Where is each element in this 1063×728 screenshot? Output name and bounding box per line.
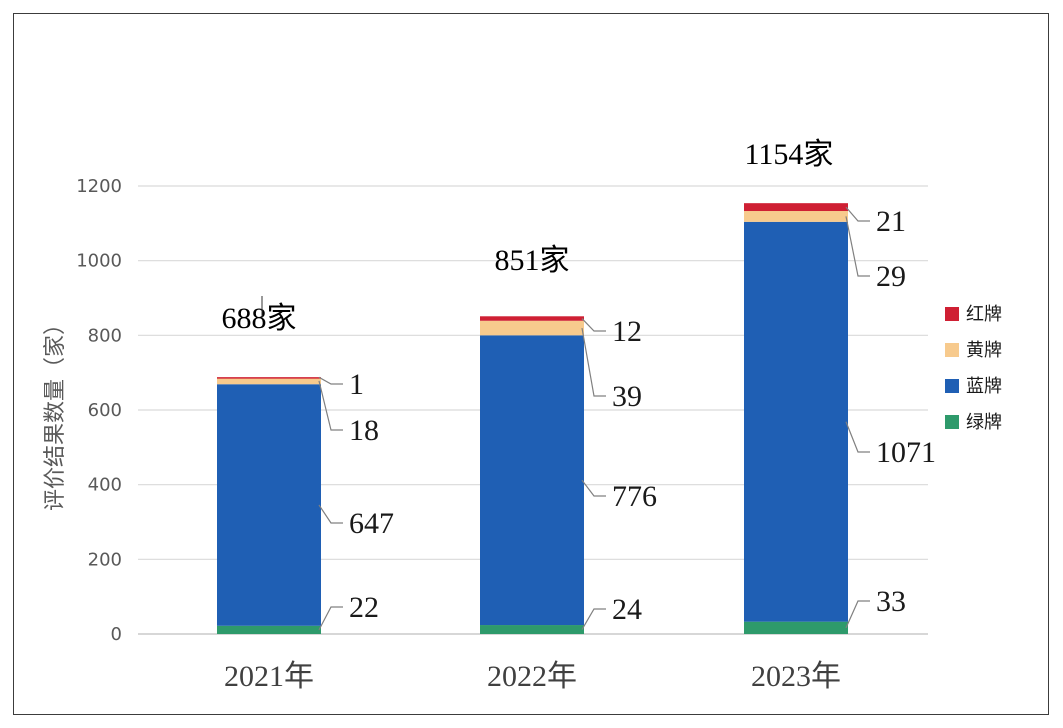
leader-line (318, 504, 343, 524)
leader-line (581, 327, 606, 397)
legend-swatch-绿牌 (945, 415, 959, 429)
data-label-绿牌: 33 (876, 585, 906, 618)
leader-line (581, 479, 606, 497)
data-label-红牌: 21 (876, 205, 906, 238)
leader-line (581, 608, 606, 630)
y-tick-label: 600 (88, 400, 122, 421)
leader-line (845, 206, 870, 222)
legend-label: 红牌 (966, 304, 1002, 325)
leader-line (318, 606, 343, 631)
data-label-黄牌: 18 (349, 414, 379, 447)
leader-line (581, 318, 606, 332)
bar-segment-黄牌 (744, 211, 848, 222)
y-tick-label: 400 (88, 475, 122, 496)
y-tick-label: 1200 (76, 176, 122, 197)
y-tick-label: 800 (88, 325, 122, 346)
bar-segment-红牌 (217, 377, 321, 379)
bar-segment-绿牌 (744, 621, 848, 634)
bar-segment-绿牌 (480, 625, 584, 634)
legend-label: 蓝牌 (966, 376, 1002, 397)
data-label-红牌: 1 (349, 368, 364, 401)
legend-swatch-蓝牌 (945, 379, 959, 393)
leader-lines (318, 206, 870, 631)
data-label-绿牌: 24 (612, 593, 642, 626)
data-label-蓝牌: 1071 (876, 436, 936, 469)
data-label-蓝牌: 776 (612, 480, 657, 513)
bar-segment-蓝牌 (480, 335, 584, 626)
y-tick-label: 200 (88, 549, 122, 570)
bar-segment-蓝牌 (744, 221, 848, 622)
legend-swatch-黄牌 (945, 343, 959, 357)
total-label: 688家 (222, 302, 297, 335)
bar-segment-蓝牌 (217, 384, 321, 626)
data-label-黄牌: 39 (612, 380, 642, 413)
y-tick-label: 0 (111, 624, 122, 645)
data-label-黄牌: 29 (876, 260, 906, 293)
bar-segment-红牌 (744, 203, 848, 212)
legend-label: 绿牌 (966, 412, 1002, 433)
total-labels: 688家 851家 1154家 (222, 138, 834, 335)
bars (217, 203, 848, 634)
legend-label: 黄牌 (966, 340, 1002, 361)
y-axis-ticks: 0 200 400 600 800 1000 1200 (76, 176, 122, 645)
total-label: 1154家 (745, 138, 834, 171)
x-category-label: 2022年 (487, 660, 577, 693)
leader-line (845, 600, 870, 629)
leader-line (845, 421, 870, 453)
total-label: 851家 (495, 244, 570, 277)
data-label-红牌: 12 (612, 315, 642, 348)
legend-swatch-红牌 (945, 307, 959, 321)
data-labels: 22 647 18 1 24 776 39 12 33 1071 29 21 (349, 205, 936, 626)
x-category-label: 2023年 (751, 660, 841, 693)
bar-segment-黄牌 (480, 320, 584, 336)
x-axis-categories: 2021年 2022年 2023年 (224, 660, 841, 693)
leader-line (845, 216, 870, 277)
leader-line (318, 376, 343, 385)
y-axis-label: 评价结果数量（家） (43, 313, 68, 511)
data-label-绿牌: 22 (349, 591, 379, 624)
x-category-label: 2021年 (224, 660, 314, 693)
data-label-蓝牌: 647 (349, 507, 394, 540)
leader-line (318, 380, 343, 431)
bar-segment-红牌 (480, 316, 584, 321)
bar-segment-绿牌 (217, 625, 321, 634)
bar-segment-黄牌 (217, 377, 321, 385)
y-tick-label: 1000 (76, 251, 122, 272)
